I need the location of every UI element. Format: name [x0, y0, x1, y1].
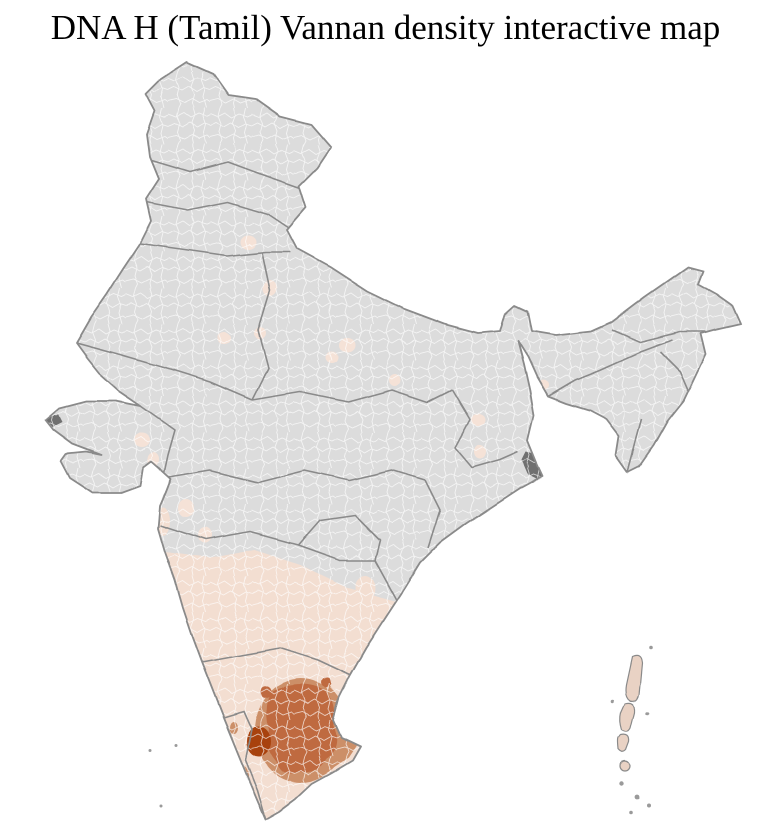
- page-title: DNA H (Tamil) Vannan density interactive…: [50, 8, 721, 47]
- state-borders: [75, 159, 706, 819]
- lakshadweep-islets: [148, 743, 179, 808]
- district-boundaries-texture: [45, 62, 741, 819]
- andaman-islands[interactable]: [616, 654, 643, 772]
- nicobar-islets: [610, 645, 653, 814]
